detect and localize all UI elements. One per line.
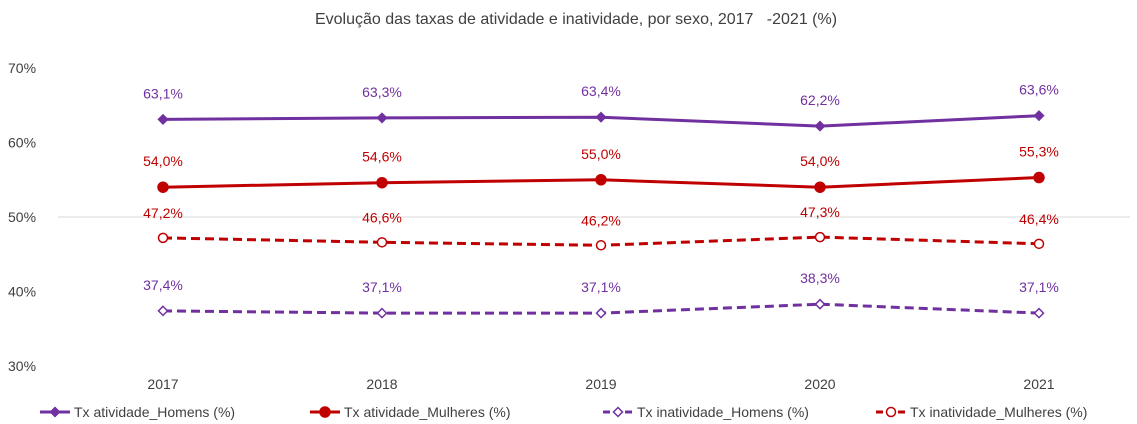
data-label: 55,0% — [581, 146, 621, 162]
data-labels: 63,1% 63,3% 63,4% 62,2% 63,6% 54,0% 54,6% 55,0%… — [143, 82, 1059, 295]
data-label: 46,4% — [1019, 211, 1059, 227]
data-label: 54,6% — [362, 149, 402, 165]
data-point — [376, 237, 388, 248]
data-point — [885, 406, 897, 418]
chart-title: Evolução das taxas de atividade e inativ… — [315, 11, 837, 28]
data-point — [1033, 238, 1045, 250]
y-tick-label: 30% — [8, 358, 36, 374]
legend-label: Tx inatividade_Homens (%) — [637, 404, 809, 420]
series-3 — [157, 298, 1045, 319]
series-4 — [157, 231, 1045, 251]
data-point — [376, 176, 388, 189]
data-label: 37,1% — [362, 279, 402, 295]
data-point — [49, 406, 61, 418]
data-point — [157, 113, 169, 125]
data-point — [157, 181, 169, 193]
data-point — [814, 120, 826, 132]
data-label: 46,2% — [581, 212, 621, 228]
data-point — [319, 406, 331, 418]
data-label: 47,2% — [143, 205, 183, 221]
data-point — [1033, 171, 1045, 184]
data-point — [814, 231, 826, 243]
data-label: 37,1% — [581, 279, 621, 295]
data-point — [814, 298, 826, 310]
data-point — [1033, 307, 1045, 319]
y-tick-label: 70% — [8, 60, 36, 76]
data-label: 37,1% — [1019, 279, 1059, 295]
data-label: 63,6% — [1019, 82, 1059, 98]
data-point — [595, 307, 607, 319]
data-label: 63,4% — [581, 83, 621, 99]
data-point — [595, 240, 607, 251]
data-label: 62,2% — [800, 92, 840, 108]
y-axis: 30% 40% 50% 60% 70% — [8, 60, 36, 374]
data-point — [376, 112, 388, 124]
data-point — [376, 307, 388, 319]
legend-label: Tx inatividade_Mulheres (%) — [910, 404, 1087, 420]
legend-item: Tx atividade_Mulheres (%) — [310, 404, 511, 420]
data-label: 54,0% — [800, 153, 840, 169]
data-point — [157, 232, 169, 244]
data-point — [1033, 110, 1045, 122]
data-point — [814, 181, 826, 193]
y-tick-label: 60% — [8, 135, 36, 151]
data-point — [595, 174, 607, 186]
data-label: 47,3% — [800, 204, 840, 220]
x-tick-label: 2021 — [1023, 376, 1054, 392]
x-tick-label: 2017 — [147, 376, 178, 392]
legend-item: Tx inatividade_Homens (%) — [603, 404, 809, 420]
x-tick-label: 2019 — [585, 376, 616, 392]
y-tick-label: 50% — [8, 209, 36, 225]
data-label: 54,0% — [143, 153, 183, 169]
x-tick-label: 2018 — [366, 376, 397, 392]
x-tick-label: 2020 — [804, 376, 835, 392]
series-2 — [157, 171, 1045, 193]
data-point — [157, 305, 169, 317]
data-point — [595, 111, 607, 123]
legend-label: Tx atividade_Homens (%) — [74, 404, 235, 420]
legend-label: Tx atividade_Mulheres (%) — [344, 404, 511, 420]
y-tick-label: 40% — [8, 284, 36, 300]
data-point — [612, 406, 624, 418]
data-label: 38,3% — [800, 270, 840, 286]
legend-item: Tx atividade_Homens (%) — [40, 404, 235, 420]
series-layer — [157, 110, 1045, 319]
data-label: 37,4% — [143, 277, 183, 293]
x-axis: 2017 2018 2019 2020 2021 — [147, 376, 1054, 392]
data-label: 63,3% — [362, 84, 402, 100]
data-label: 46,6% — [362, 209, 402, 225]
legend-item: Tx inatividade_Mulheres (%) — [876, 404, 1087, 420]
legend: Tx atividade_Homens (%) Tx atividade_Mulh… — [40, 404, 1087, 420]
series-1 — [157, 110, 1045, 132]
data-label: 55,3% — [1019, 144, 1059, 160]
data-label: 63,1% — [143, 85, 183, 101]
